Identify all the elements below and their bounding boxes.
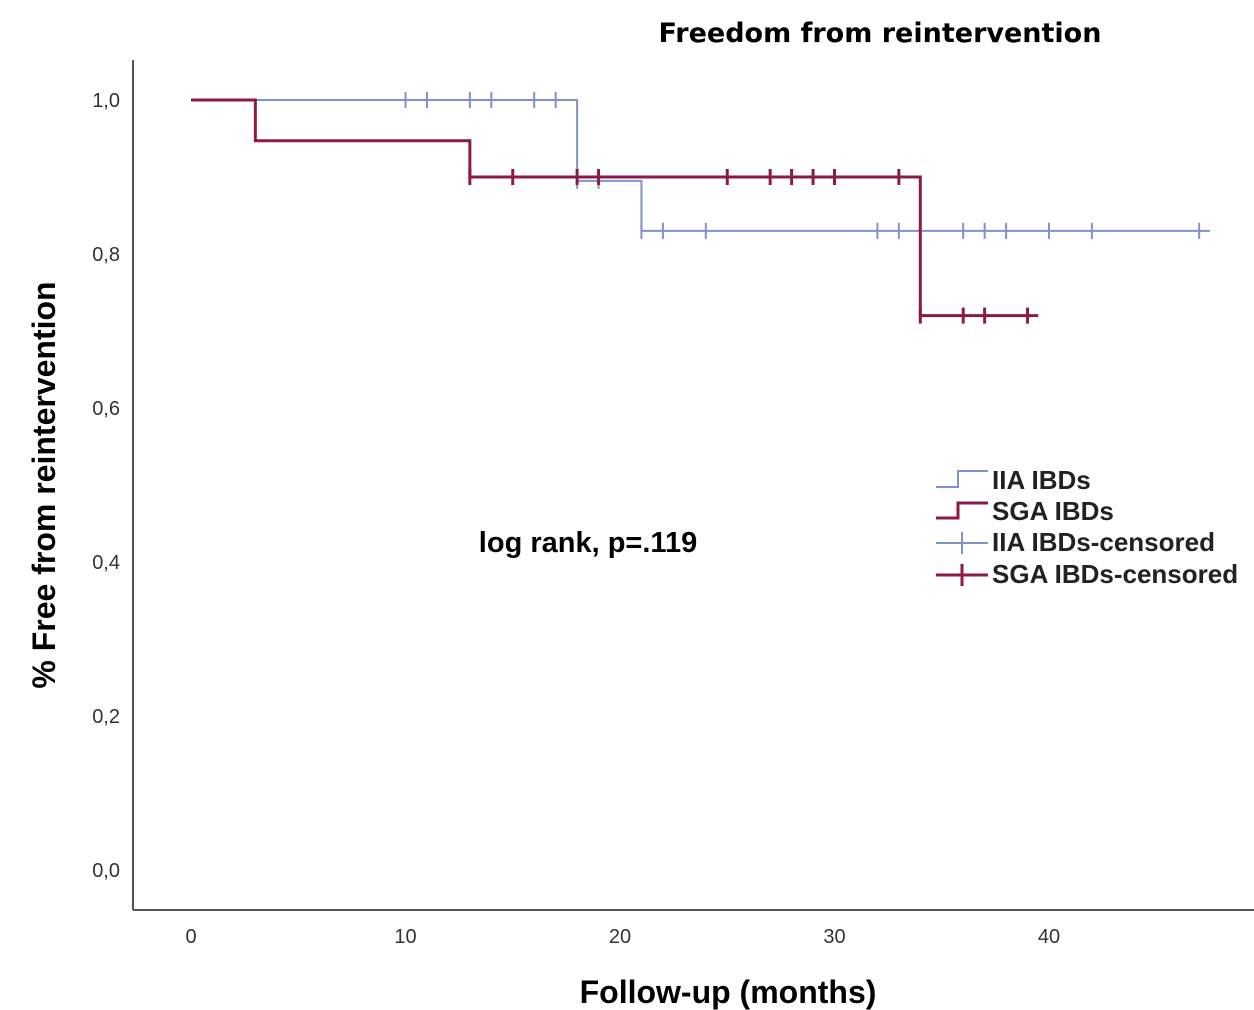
chart-title: Freedom from reintervention (659, 18, 1102, 49)
y-tick-label: 0,0 (92, 860, 120, 882)
x-tick-label: 30 (823, 926, 845, 948)
legend-swatch-sga-censored (936, 564, 988, 586)
x-tick-label: 0 (185, 926, 196, 948)
y-tick-labels: 0,0 0,2 0,4 0,6 0,8 1,0 (92, 90, 120, 882)
y-tick-label: 0,6 (92, 398, 120, 420)
y-tick-label: 0,8 (92, 244, 120, 266)
series-line-sga (191, 98, 1039, 318)
axes (132, 60, 1254, 911)
legend-swatch-iia-censored (936, 532, 988, 554)
legend: IIA IBDs SGA IBDs IIA IBDs-censored SGA … (936, 465, 1238, 589)
series-line-iia (191, 99, 1210, 232)
y-tick-label: 0,4 (92, 552, 120, 574)
legend-label-sga: SGA IBDs (992, 496, 1114, 526)
y-axis-label: % Free from reintervention (26, 281, 62, 688)
x-tick-labels: 0102030405 (185, 926, 1060, 948)
legend-label-iia-censored: IIA IBDs-censored (992, 527, 1215, 557)
x-tick-label: 40 (1038, 926, 1060, 948)
legend-swatch-iia (936, 470, 988, 488)
y-tick-label: 0,2 (92, 706, 120, 728)
plot-area (191, 92, 1210, 324)
legend-swatch-sga (936, 501, 988, 520)
y-tick-label: 1,0 (92, 90, 120, 112)
x-axis-label: Follow-up (months) (580, 974, 877, 1010)
x-tick-label: 10 (394, 926, 416, 948)
legend-label-sga-censored: SGA IBDs-censored (992, 559, 1238, 589)
log-rank-annotation: log rank, p=.119 (479, 527, 697, 559)
legend-label-iia: IIA IBDs (992, 465, 1091, 495)
x-tick-label: 20 (609, 926, 631, 948)
